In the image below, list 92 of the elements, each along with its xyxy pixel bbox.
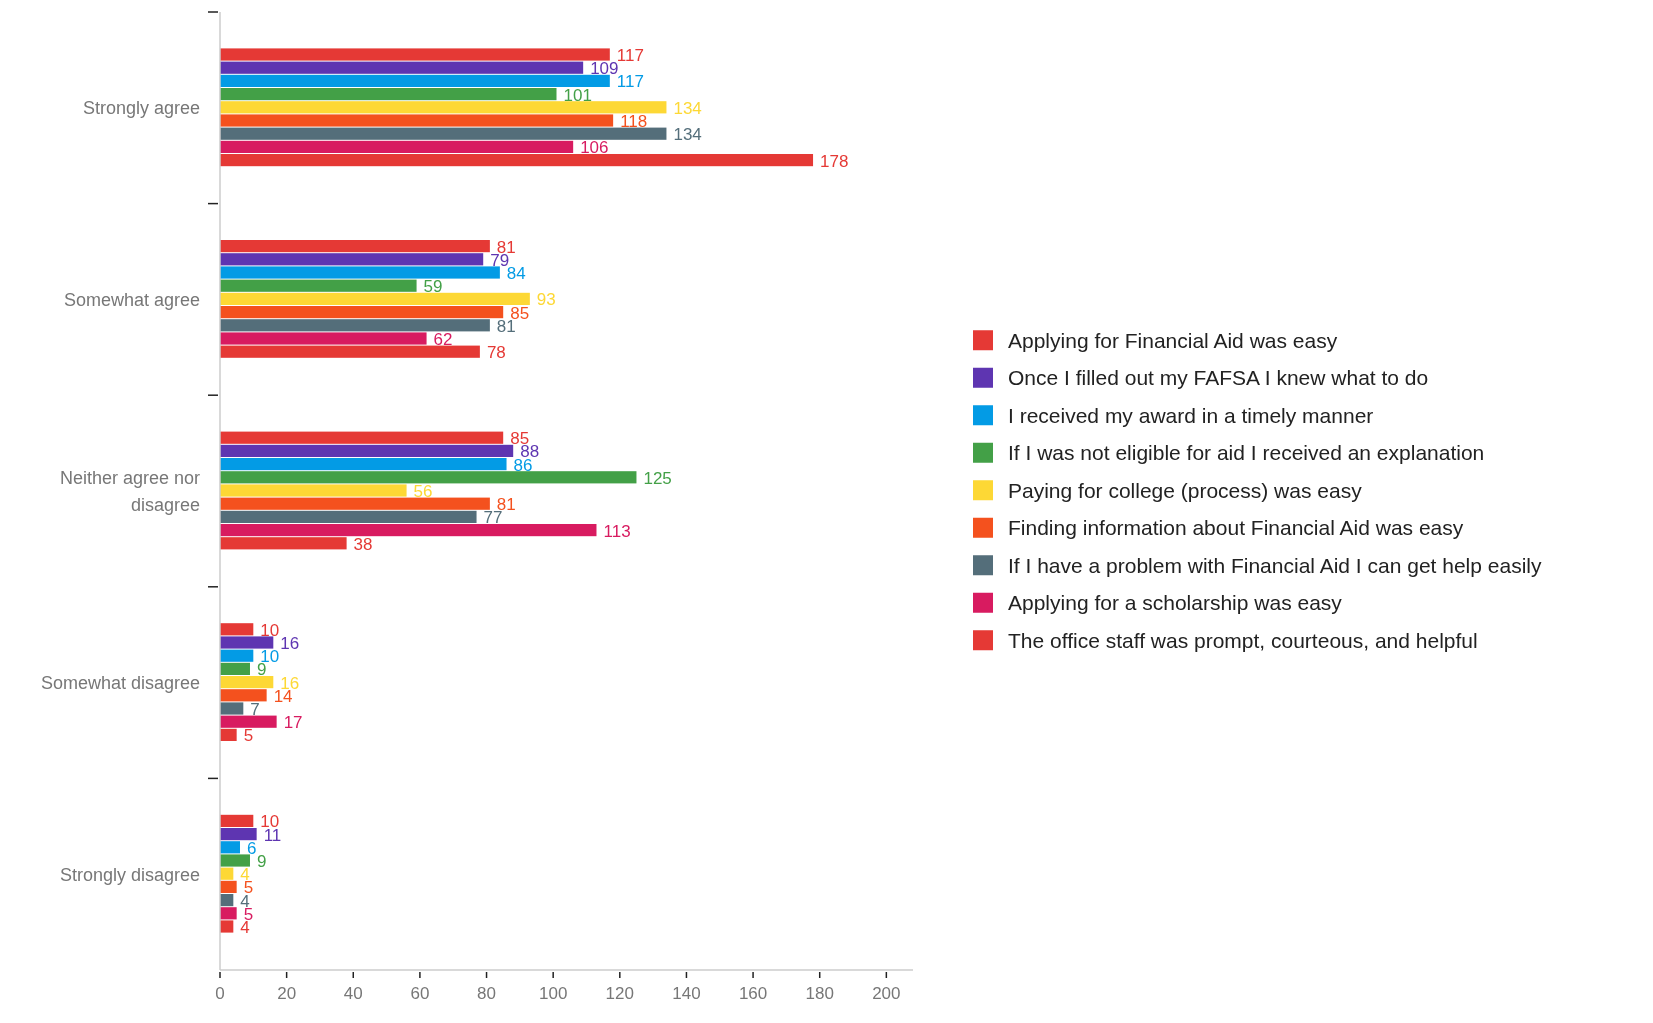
y-tick-label: Neither agree nor disagree (59, 468, 200, 516)
data-label: 6 (246, 838, 257, 858)
data-label: 117 (616, 45, 644, 65)
bar (220, 88, 557, 101)
bar (220, 497, 490, 510)
bar (220, 715, 277, 728)
bar (220, 649, 254, 662)
legend-label: I received my award in a timely manner (1008, 403, 1374, 427)
data-label: 93 (536, 290, 556, 310)
y-tick-label: Strongly agree (82, 98, 200, 119)
bar (220, 484, 407, 497)
legend-label: Applying for a scholarship was easy (1008, 591, 1343, 615)
bar (220, 828, 257, 841)
x-tick-label: 80 (477, 983, 496, 1003)
bar (220, 332, 427, 345)
bar (220, 636, 274, 649)
bar (220, 253, 484, 266)
bar (220, 471, 637, 484)
bar (220, 537, 347, 550)
bar (220, 345, 480, 358)
bar (220, 240, 490, 253)
data-label: 106 (580, 138, 609, 158)
bar (220, 676, 274, 689)
x-tick-label: 0 (215, 983, 225, 1003)
bar (220, 154, 814, 167)
bar (220, 689, 267, 702)
x-tick-label: 100 (538, 983, 568, 1003)
data-label: 17 (283, 713, 303, 733)
y-tick-label: Somewhat agree (63, 289, 200, 310)
bar (220, 920, 234, 933)
legend-label: If I have a problem with Financial Aid I can get help easily (1008, 553, 1542, 577)
bar (220, 266, 500, 279)
bar (220, 140, 574, 153)
bar (220, 61, 584, 74)
x-tick-label: 200 (872, 983, 901, 1003)
data-label: 118 (620, 111, 648, 131)
bar (220, 279, 417, 292)
data-label: 101 (563, 85, 592, 105)
bar (220, 854, 250, 867)
legend-label: Finding information about Financial Aid was easy (1008, 516, 1464, 540)
data-label: 38 (353, 534, 373, 554)
legend-label: Applying for Financial Aid was easy (1008, 328, 1338, 352)
data-label: 59 (423, 277, 443, 297)
bar (220, 458, 507, 471)
y-tick-label: Somewhat disagree (40, 672, 200, 693)
data-label: 62 (433, 329, 453, 349)
x-tick-label: 180 (805, 983, 834, 1003)
data-label: 134 (673, 125, 702, 145)
legend-label: Once I filled out my FAFSA I knew what to do (1008, 366, 1429, 390)
bar (220, 74, 610, 87)
data-label: 78 (486, 343, 506, 363)
x-tick-label: 40 (343, 983, 363, 1003)
data-label: 178 (820, 151, 849, 171)
data-label: 125 (643, 468, 672, 488)
data-label: 117 (616, 72, 644, 92)
y-tick-label: Strongly disagree (59, 864, 200, 885)
data-label: 113 (603, 521, 631, 541)
data-label: 16 (280, 633, 300, 653)
data-label: 10 (260, 620, 280, 640)
data-label: 7 (250, 699, 260, 719)
x-tick-label: 20 (277, 983, 297, 1003)
bar (220, 728, 237, 741)
bar (220, 814, 254, 827)
bar (220, 662, 250, 675)
data-label: 5 (243, 726, 254, 746)
bar (220, 114, 614, 127)
bar (220, 524, 597, 537)
bar (220, 623, 254, 636)
x-tick-label: 160 (738, 983, 768, 1003)
bar (220, 127, 667, 140)
bar (220, 880, 237, 893)
data-label: 134 (673, 98, 702, 118)
bar (220, 907, 237, 920)
bar (220, 702, 244, 715)
data-label: 56 (413, 481, 433, 501)
x-tick-label: 140 (672, 983, 701, 1003)
bar (220, 306, 504, 319)
legend-label: The office staff was prompt, courteous, and helpful (1008, 628, 1478, 652)
bar (220, 101, 667, 114)
data-label: 9 (256, 851, 267, 871)
bar (220, 48, 610, 61)
x-tick-label: 60 (410, 983, 430, 1003)
legend-label: Paying for college (process) was easy (1008, 478, 1363, 502)
bar (220, 431, 504, 444)
bar (220, 444, 514, 457)
x-tick-label: 120 (605, 983, 634, 1003)
bar (220, 292, 530, 305)
bar (220, 319, 490, 332)
bar (220, 841, 240, 854)
bar (220, 510, 477, 523)
data-label: 109 (590, 59, 619, 79)
legend-label: If I was not eligible for aid I received an explanation (1008, 441, 1485, 465)
